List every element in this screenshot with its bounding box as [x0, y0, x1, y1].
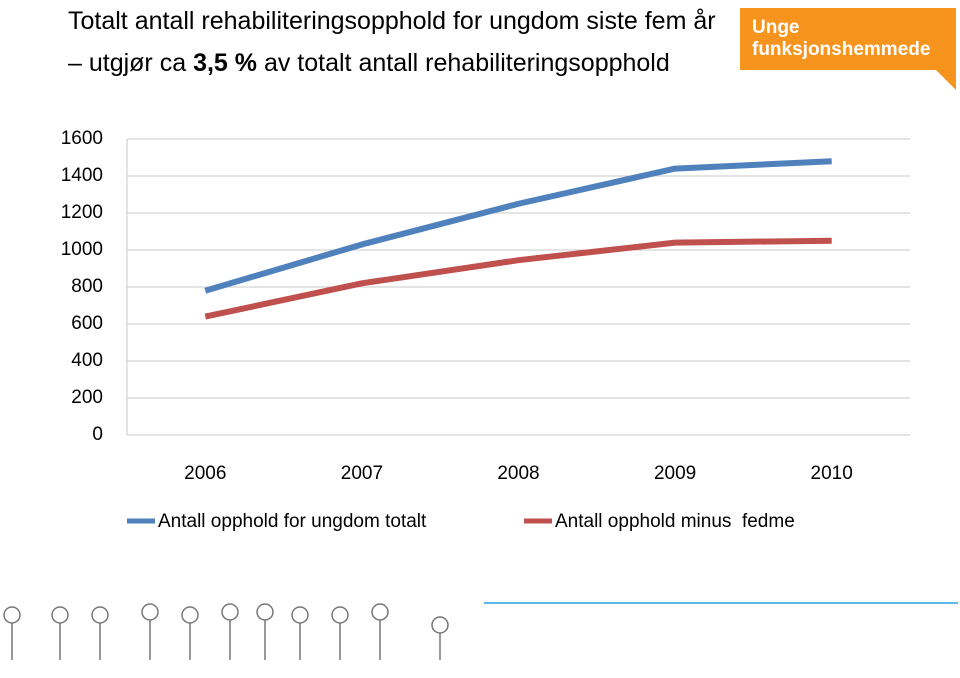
y-tick-label: 1400	[61, 165, 103, 186]
x-tick-label: 2006	[184, 463, 226, 484]
x-tick-label: 2007	[341, 463, 383, 484]
series-line	[204, 237, 832, 320]
legend-label: Antall opphold minus fedme	[555, 511, 795, 532]
logo-shape	[740, 8, 956, 90]
title-part: Totalt antall rehabiliteringsopphold for…	[68, 7, 716, 77]
logo: Unge funksjonshemmede	[740, 8, 956, 90]
y-tick-label: 800	[71, 276, 103, 297]
y-tick-label: 1600	[61, 128, 103, 149]
series-line	[204, 158, 832, 294]
x-tick-label: 2010	[811, 463, 853, 484]
chart-title: Totalt antall rehabiliteringsopphold for…	[68, 0, 728, 84]
logo-text: funksjonshemmede	[752, 39, 930, 60]
legend-label: Antall opphold for ungdom totalt	[158, 511, 427, 532]
y-tick-label: 1000	[61, 239, 103, 260]
y-tick-label: 1200	[61, 202, 103, 223]
title-part: av totalt antall rehabiliteringsopphold	[257, 49, 670, 77]
logo-text: Unge	[752, 17, 800, 38]
x-tick-label: 2009	[654, 463, 696, 484]
x-tick-label: 2008	[497, 463, 539, 484]
title-part: 3,5 %	[193, 49, 257, 77]
y-tick-label: 200	[71, 387, 103, 408]
y-tick-label: 400	[71, 350, 103, 371]
y-tick-label: 600	[71, 313, 103, 334]
y-tick-label: 0	[92, 424, 103, 445]
figures	[3, 603, 449, 660]
